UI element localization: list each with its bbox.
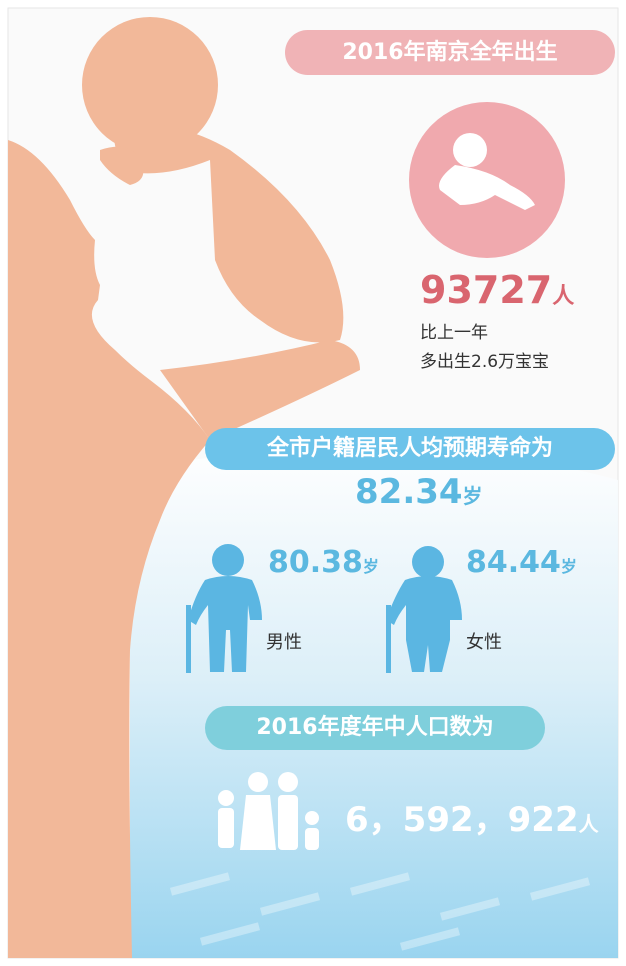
population-figure: 6，592，922人: [345, 792, 599, 841]
birth-figure: 93727人: [420, 268, 574, 312]
life-title: 全市户籍居民人均预期寿命为: [205, 428, 615, 470]
life-overall-value: 82.34: [355, 472, 463, 512]
population-unit: 人: [579, 812, 599, 836]
population-title: 2016年度年中人口数为: [205, 706, 545, 750]
male-life: 80.38岁: [268, 545, 379, 580]
life-overall-unit: 岁: [463, 484, 483, 508]
infographic: 2016年南京全年出生 93727人 比上一年 多出生2.6万宝宝 全市户籍居民…: [0, 0, 626, 966]
birth-note-2: 多出生2.6万宝宝: [420, 347, 549, 372]
birth-unit: 人: [552, 284, 574, 309]
population-number: 6，592，922: [345, 800, 579, 840]
birth-note-1: 比上一年: [420, 318, 488, 343]
male-value: 80.38: [268, 545, 363, 580]
female-label: 女性: [466, 628, 502, 654]
female-life: 84.44岁: [466, 545, 577, 580]
birth-number: 93727: [420, 268, 552, 312]
male-label: 男性: [266, 628, 302, 654]
female-unit: 岁: [561, 557, 577, 576]
life-overall: 82.34岁: [355, 472, 483, 512]
female-value: 84.44: [466, 545, 561, 580]
birth-title: 2016年南京全年出生: [285, 30, 615, 75]
male-unit: 岁: [363, 557, 379, 576]
